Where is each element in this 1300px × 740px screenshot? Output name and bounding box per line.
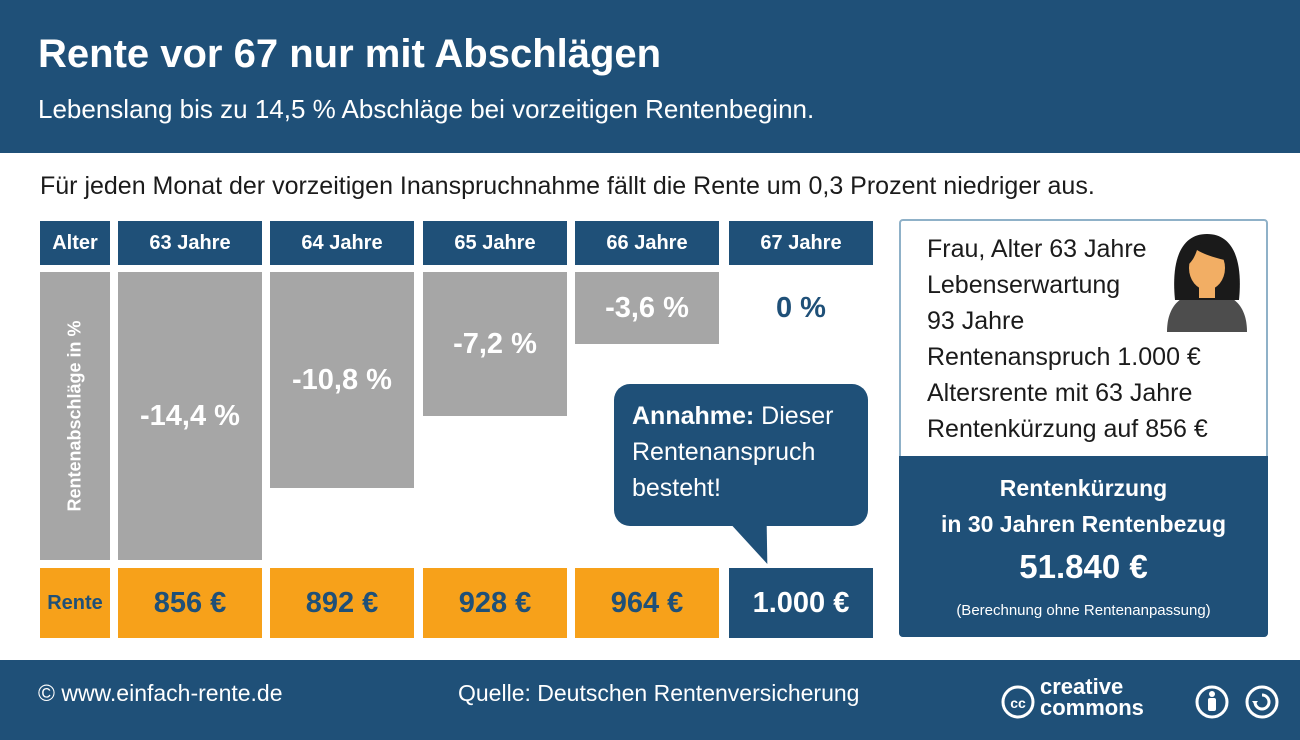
rente-value-0: 856 € [118,568,262,638]
bubble-text: Dieser Rentenanspruch besteht! [632,402,834,502]
info-line: Frau, Alter 63 Jahre [927,235,1147,263]
info-line: Rentenanspruch 1.000 € [927,343,1201,371]
cc-word-1: creative [1040,674,1124,699]
copyright-text: © www.einfach-rente.de [38,680,283,706]
age-header-2: 65 Jahre [423,221,567,265]
info-line: Lebenserwartung [927,271,1121,299]
rente-label: Rente [40,568,110,638]
share-alike-icon [1245,685,1279,719]
info-line: 93 Jahre [927,307,1025,335]
rente-value-4: 1.000 € [729,568,873,638]
cc-word-2: commons [1040,695,1144,720]
info-line: Altersrente mit 63 Jahre [927,379,1193,407]
age-header-0: 63 Jahre [118,221,262,265]
rente-value-3: 964 € [575,568,719,638]
woman-avatar-icon [1167,234,1247,332]
age-header-4: 67 Jahre [729,221,873,265]
deduction-bar-2: -7,2 % [423,272,567,416]
bubble-bold: Annahme: [632,402,755,430]
svg-text:cc: cc [1010,695,1026,711]
intro-text: Für jeden Monat der vorzeitigen Inanspru… [40,172,1095,200]
info-lines: Frau, Alter 63 Jahre Lebenserwartung 93 … [927,231,1208,447]
summary-amount: 51.840 € [1019,548,1148,585]
deduction-bar-3: -3,6 % [575,272,719,344]
y-axis-label-box [40,272,110,560]
age-header-1: 64 Jahre [270,221,414,265]
summary-heading: Rentenkürzung in 30 Jahren Rentenbezug [899,470,1268,542]
cc-wordmark: creative commons [1040,674,1144,720]
deduction-bar-1: -10,8 % [270,272,414,488]
age-header: Alter [40,221,110,265]
y-axis-label: Rentenabschläge in % [64,320,85,512]
assumption-bubble: Annahme: Dieser Rentenanspruch besteht! [614,384,868,526]
cc-icon: cc [1001,685,1035,719]
page-subtitle: Lebenslang bis zu 14,5 % Abschläge bei v… [38,94,815,124]
creative-commons-logo: cc creative commons [1000,676,1290,726]
rente-value-1: 892 € [270,568,414,638]
page-title: Rente vor 67 nur mit Abschlägen [38,32,662,76]
summary-note: (Berechnung ohne Rentenanpassung) [956,602,1211,619]
summary-heading-line1: Rentenkürzung [999,475,1168,501]
summary-heading-line2: in 30 Jahren Rentenbezug [940,511,1226,537]
deduction-bar-0: -14,4 % [118,272,262,560]
info-line: Rentenkürzung auf 856 € [927,415,1208,443]
attribution-icon [1195,685,1229,719]
source-text: Quelle: Deutschen Rentenversicherung [458,680,860,706]
info-summary: Rentenkürzung in 30 Jahren Rentenbezug 5… [899,456,1268,637]
deduction-bar-4: 0 % [776,291,826,324]
rente-value-2: 928 € [423,568,567,638]
age-header-3: 66 Jahre [575,221,719,265]
